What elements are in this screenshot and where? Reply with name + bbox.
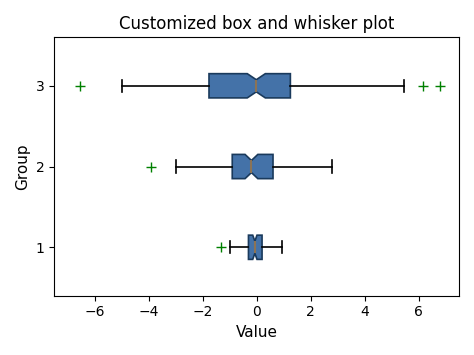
PathPatch shape [209, 74, 291, 98]
PathPatch shape [232, 154, 273, 179]
Y-axis label: Group: Group [15, 143, 30, 190]
Title: Customized box and whisker plot: Customized box and whisker plot [119, 15, 394, 33]
X-axis label: Value: Value [236, 325, 278, 340]
PathPatch shape [248, 235, 262, 260]
